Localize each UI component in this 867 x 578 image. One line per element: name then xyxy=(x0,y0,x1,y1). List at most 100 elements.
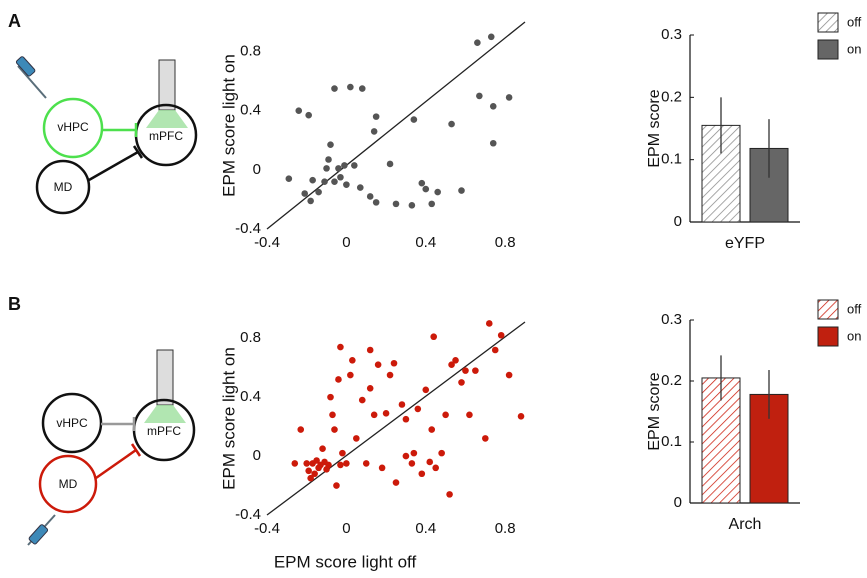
scatter-point xyxy=(378,464,386,472)
scatter-point xyxy=(446,491,453,498)
panel-label: B xyxy=(8,294,21,314)
scatter-point xyxy=(390,359,398,367)
syringe-needle xyxy=(17,65,47,99)
scatter-point xyxy=(372,113,380,120)
y-tick-label: 0.1 xyxy=(661,151,682,168)
scatter-point xyxy=(343,181,350,188)
legend-swatch xyxy=(817,299,839,320)
node-label: vHPC xyxy=(56,416,88,430)
scatter-point xyxy=(466,411,473,419)
scatter-point xyxy=(408,202,416,209)
y-tick-label: 0 xyxy=(674,213,682,230)
scatter-point xyxy=(428,426,436,433)
x-tick-label: 0.4 xyxy=(415,520,436,537)
scatter-point xyxy=(410,116,418,123)
scatter-point xyxy=(489,139,497,147)
scatter-point xyxy=(491,346,499,354)
x-tick-label: 0 xyxy=(342,234,350,251)
scatter-point xyxy=(370,411,378,419)
scatter-point xyxy=(438,449,445,457)
syringe xyxy=(15,56,36,77)
scatter-point xyxy=(366,384,374,392)
diagram-b: B vHPC mPFC MD xyxy=(8,294,196,546)
scatter-point xyxy=(392,479,400,486)
scatter-point xyxy=(331,426,338,433)
scatter-point xyxy=(398,401,406,408)
scatter-point xyxy=(291,460,299,467)
legend-label: off xyxy=(847,301,862,316)
connection xyxy=(102,123,138,137)
scatter-point xyxy=(489,102,497,110)
legend-swatch xyxy=(817,326,839,347)
scatter-point xyxy=(432,464,439,472)
scatter-point xyxy=(472,367,479,374)
scatter-point xyxy=(482,435,489,442)
scatter-point xyxy=(327,141,334,149)
scatter-point xyxy=(337,461,344,469)
scatter-point xyxy=(505,94,513,101)
y-tick-label: 0.3 xyxy=(661,26,682,43)
scatter-point xyxy=(303,460,310,467)
scatter-point xyxy=(418,179,426,187)
scatter-point xyxy=(305,111,312,119)
scatter-point xyxy=(414,405,422,413)
node-label: vHPC xyxy=(57,120,89,134)
scatter-point xyxy=(358,85,366,92)
scatter-point xyxy=(448,361,455,369)
connection xyxy=(101,417,136,431)
y-axis-label: EPM score light on xyxy=(219,347,238,490)
scatter-point xyxy=(448,120,455,128)
y-tick-label: 0 xyxy=(674,494,682,511)
scatter-point xyxy=(313,457,320,464)
scatter-point xyxy=(358,396,366,404)
scatter-point xyxy=(487,33,495,41)
scatter-point xyxy=(497,331,505,339)
x-tick-label: 0.4 xyxy=(415,234,436,251)
scatter-point xyxy=(337,343,344,351)
y-tick-label: 0 xyxy=(253,447,261,464)
scatter-point xyxy=(422,185,430,193)
scatter-point xyxy=(353,435,360,442)
scatter-point xyxy=(462,367,469,374)
x-tick-label: eYFP xyxy=(725,235,765,252)
legend-swatch xyxy=(817,12,839,33)
scatter-point xyxy=(331,85,338,92)
scatter-point xyxy=(422,386,430,394)
y-axis-label: EPM score xyxy=(646,372,663,450)
scatter-point xyxy=(402,415,410,423)
scatter-point xyxy=(329,411,336,419)
identity-line xyxy=(266,21,526,230)
y-tick-label: 0.1 xyxy=(661,433,682,450)
scatter-point xyxy=(307,197,314,205)
scatter-point xyxy=(301,190,309,197)
node-label: mPFC xyxy=(149,129,183,143)
scatter-point xyxy=(366,346,374,354)
node-circle xyxy=(38,454,98,514)
scatter-point xyxy=(325,461,332,469)
scatter-point xyxy=(458,379,465,386)
y-tick-label: 0.8 xyxy=(240,43,261,60)
scatter-point xyxy=(347,371,354,379)
scatter-point xyxy=(297,426,305,433)
scatter-point xyxy=(476,92,483,100)
scatter-point xyxy=(356,184,364,191)
node-label: MD xyxy=(59,477,78,491)
scatter-point xyxy=(505,371,513,379)
scatter-point xyxy=(374,361,382,369)
scatter-point xyxy=(458,187,465,194)
scatter-point xyxy=(335,376,342,383)
identity-line xyxy=(266,321,526,516)
scatter-point xyxy=(323,165,330,172)
scatter-point xyxy=(347,83,354,91)
connection xyxy=(88,145,144,182)
x-tick-label: 0 xyxy=(342,520,350,537)
node-label: mPFC xyxy=(147,424,181,438)
scatter-point xyxy=(295,107,303,115)
scatter-point xyxy=(382,410,390,417)
scatter-point xyxy=(285,175,293,183)
y-tick-label: 0.2 xyxy=(661,88,682,105)
y-tick-label: 0 xyxy=(253,161,261,178)
scatter-point xyxy=(386,160,394,168)
y-tick-label: 0.2 xyxy=(661,372,682,389)
